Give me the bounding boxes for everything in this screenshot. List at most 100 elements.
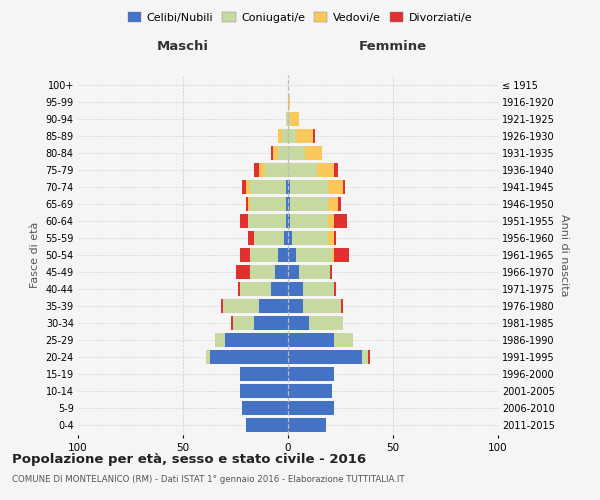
Bar (288, 367, 334, 381)
Bar (361, 350, 368, 364)
Bar (240, 367, 288, 381)
Bar (254, 163, 259, 177)
Bar (303, 282, 334, 296)
Bar (288, 316, 309, 330)
Bar (299, 265, 330, 279)
Bar (288, 180, 290, 194)
Bar (334, 163, 338, 177)
Bar (254, 316, 288, 330)
Bar (288, 248, 296, 262)
Bar (334, 231, 337, 245)
Bar (288, 401, 334, 415)
Bar (254, 231, 284, 245)
Bar (303, 299, 341, 313)
Bar (215, 333, 225, 347)
Bar (246, 418, 288, 432)
Bar (248, 197, 250, 211)
Bar (309, 316, 343, 330)
Bar (240, 282, 271, 296)
Bar (334, 282, 337, 296)
Bar (290, 180, 328, 194)
Bar (286, 214, 288, 228)
Bar (282, 129, 288, 143)
Bar (305, 146, 322, 160)
Bar (246, 197, 248, 211)
Bar (223, 299, 259, 313)
Bar (330, 265, 332, 279)
Bar (288, 384, 332, 398)
Bar (232, 316, 233, 330)
Y-axis label: Anni di nascita: Anni di nascita (559, 214, 569, 296)
Bar (284, 231, 288, 245)
Bar (288, 265, 299, 279)
Bar (240, 214, 248, 228)
Bar (290, 214, 328, 228)
Bar (277, 146, 288, 160)
Bar (288, 350, 361, 364)
Bar (250, 248, 277, 262)
Bar (288, 95, 290, 109)
Bar (259, 299, 288, 313)
Bar (288, 146, 305, 160)
Bar (317, 163, 334, 177)
Bar (334, 248, 349, 262)
Bar (248, 214, 286, 228)
Text: Popolazione per età, sesso e stato civile - 2016: Popolazione per età, sesso e stato civil… (12, 452, 366, 466)
Bar (225, 333, 288, 347)
Bar (343, 180, 345, 194)
Bar (277, 129, 282, 143)
Bar (246, 180, 250, 194)
Bar (296, 248, 332, 262)
Bar (240, 248, 250, 262)
Bar (265, 163, 288, 177)
Bar (250, 180, 286, 194)
Bar (242, 180, 246, 194)
Bar (288, 418, 326, 432)
Bar (288, 129, 296, 143)
Bar (271, 282, 288, 296)
Bar (368, 350, 370, 364)
Bar (288, 163, 317, 177)
Bar (277, 248, 288, 262)
Bar (290, 112, 299, 126)
Bar (275, 265, 288, 279)
Bar (210, 350, 288, 364)
Bar (334, 333, 353, 347)
Bar (286, 180, 288, 194)
Bar (288, 231, 292, 245)
Bar (250, 197, 286, 211)
Bar (271, 146, 274, 160)
Bar (242, 401, 288, 415)
Bar (288, 112, 290, 126)
Bar (328, 197, 338, 211)
Bar (274, 146, 277, 160)
Bar (338, 197, 341, 211)
Text: Maschi: Maschi (157, 40, 209, 52)
Bar (288, 333, 334, 347)
Bar (238, 282, 240, 296)
Bar (233, 316, 254, 330)
Bar (288, 197, 290, 211)
Bar (313, 129, 316, 143)
Bar (259, 163, 265, 177)
Bar (286, 112, 288, 126)
Bar (334, 214, 347, 228)
Bar (248, 231, 254, 245)
Bar (286, 197, 288, 211)
Bar (235, 265, 250, 279)
Bar (221, 299, 223, 313)
Bar (250, 265, 275, 279)
Text: Femmine: Femmine (359, 40, 427, 52)
Bar (328, 180, 343, 194)
Bar (328, 214, 334, 228)
Legend: Celibi/Nubili, Coniugati/e, Vedovi/e, Divorziati/e: Celibi/Nubili, Coniugati/e, Vedovi/e, Di… (124, 8, 476, 28)
Y-axis label: Fasce di età: Fasce di età (30, 222, 40, 288)
Bar (206, 350, 210, 364)
Bar (288, 214, 290, 228)
Text: COMUNE DI MONTELANICO (RM) - Dati ISTAT 1° gennaio 2016 - Elaborazione TUTTITALI: COMUNE DI MONTELANICO (RM) - Dati ISTAT … (12, 475, 404, 484)
Bar (292, 231, 328, 245)
Bar (296, 129, 313, 143)
Bar (328, 231, 334, 245)
Bar (290, 197, 328, 211)
Bar (332, 248, 334, 262)
